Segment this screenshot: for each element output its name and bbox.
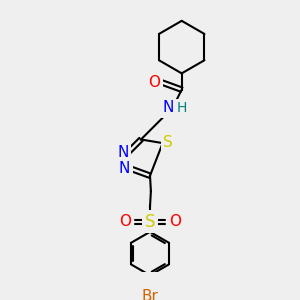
Text: S: S [163,135,173,150]
Text: N: N [162,100,174,115]
Text: H: H [176,101,187,115]
Text: O: O [148,75,160,90]
Text: O: O [169,214,181,230]
Text: S: S [145,213,155,231]
Text: O: O [118,214,130,230]
Text: N: N [117,145,128,160]
Text: N: N [119,161,130,176]
Text: Br: Br [142,289,158,300]
